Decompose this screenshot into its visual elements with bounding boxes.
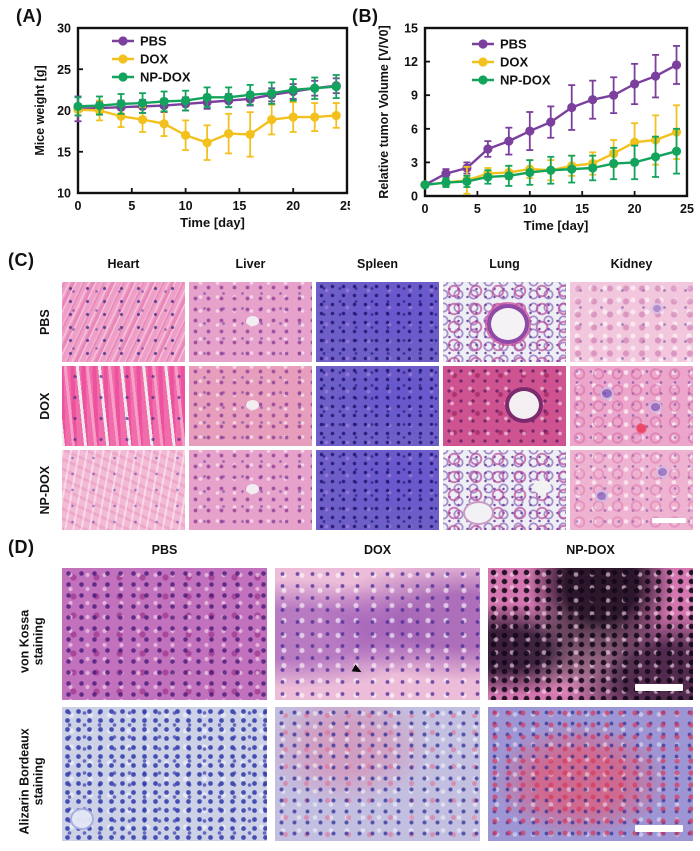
row-label-pbs: PBS xyxy=(37,309,52,336)
svg-text:Relative tumor Volume [V/V0]: Relative tumor Volume [V/V0] xyxy=(377,25,391,198)
svg-text:20: 20 xyxy=(628,202,642,216)
scale-bar xyxy=(652,518,686,523)
svg-text:25: 25 xyxy=(680,202,694,216)
micrograph-alizarin-dox xyxy=(275,707,480,841)
svg-text:20: 20 xyxy=(57,104,71,118)
svg-text:0: 0 xyxy=(411,190,418,204)
svg-text:0: 0 xyxy=(75,199,82,213)
micrograph-dox-kidney xyxy=(570,366,693,446)
svg-text:Time [day]: Time [day] xyxy=(180,215,245,230)
svg-text:NP-DOX: NP-DOX xyxy=(140,70,191,85)
svg-text:3: 3 xyxy=(411,156,418,170)
svg-text:25: 25 xyxy=(57,63,71,77)
svg-text:6: 6 xyxy=(411,122,418,136)
micrograph-pbs-liver xyxy=(189,282,312,362)
panel-d-label: (D) xyxy=(8,537,35,557)
micrograph-pbs-kidney xyxy=(570,282,693,362)
svg-text:PBS: PBS xyxy=(140,34,167,49)
column-header-dox: DOX xyxy=(363,543,392,557)
svg-text:25: 25 xyxy=(340,199,350,213)
row-label-npdox: NP-DOX xyxy=(37,465,52,515)
panel-a-label: (A) xyxy=(16,6,43,26)
row-label-dox: DOX xyxy=(37,392,52,420)
svg-text:15: 15 xyxy=(57,145,71,159)
row-label-line: von Kossa xyxy=(17,609,32,673)
micrograph-npdox-liver xyxy=(189,450,312,530)
svg-text:Mice weight [g]: Mice weight [g] xyxy=(33,65,47,155)
column-header-liver: Liver xyxy=(235,257,266,271)
micrograph-alizarin-npdox xyxy=(488,707,693,841)
micrograph-alizarin-pbs xyxy=(62,707,267,841)
panel-c-column-headers: Heart Liver Spleen Lung Kidney xyxy=(62,257,693,271)
row-label-line: staining xyxy=(32,617,46,666)
micrograph-vonkossa-dox xyxy=(275,568,480,700)
svg-text:9: 9 xyxy=(411,89,418,103)
svg-text:15: 15 xyxy=(575,202,589,216)
svg-text:10: 10 xyxy=(57,187,71,201)
svg-text:10: 10 xyxy=(523,202,537,216)
micrograph-npdox-heart xyxy=(62,450,185,530)
micrograph-dox-lung xyxy=(443,366,566,446)
mice-weight-chart: 0 5 10 15 20 25 10 15 20 25 30 Time [day] Mice weigh… xyxy=(33,22,350,231)
column-header-npdox: NP-DOX xyxy=(566,543,615,557)
column-header-kidney: Kidney xyxy=(610,257,653,271)
svg-text:15: 15 xyxy=(404,22,418,36)
svg-text:0: 0 xyxy=(422,202,429,216)
svg-text:PBS: PBS xyxy=(500,37,527,52)
svg-text:30: 30 xyxy=(57,22,71,36)
row-label-line: Alizarin Bordeaux xyxy=(17,728,32,835)
micrograph-dox-liver xyxy=(189,366,312,446)
tumor-volume-chart: 0 5 10 15 20 25 0 3 6 9 12 15 Time [day] Relative tum… xyxy=(377,22,694,234)
panel-b-label: (B) xyxy=(352,6,379,26)
svg-text:DOX: DOX xyxy=(500,55,529,70)
svg-text:5: 5 xyxy=(128,199,135,213)
svg-text:Time [day]: Time [day] xyxy=(524,218,589,233)
micrograph-dox-spleen xyxy=(316,366,439,446)
row-label-von-kossa: von Kossa staining xyxy=(18,581,47,701)
svg-text:10: 10 xyxy=(179,199,193,213)
column-header-lung: Lung xyxy=(489,257,520,271)
row-label-line: staining xyxy=(32,757,46,806)
svg-text:20: 20 xyxy=(286,199,300,213)
micrograph-vonkossa-pbs xyxy=(62,568,267,700)
micrograph-pbs-lung xyxy=(443,282,566,362)
micrograph-npdox-lung xyxy=(443,450,566,530)
organ-histology-grid xyxy=(62,282,693,530)
svg-text:5: 5 xyxy=(474,202,481,216)
svg-text:NP-DOX: NP-DOX xyxy=(500,73,551,88)
panel-d-column-headers: PBS DOX NP-DOX xyxy=(62,543,693,557)
column-header-pbs: PBS xyxy=(151,543,178,557)
column-header-heart: Heart xyxy=(107,257,140,271)
panel-c-label: (C) xyxy=(8,250,35,270)
scale-bar xyxy=(635,825,683,832)
staining-histology-grid xyxy=(62,568,693,841)
scale-bar xyxy=(635,684,683,691)
micrograph-vonkossa-npdox xyxy=(488,568,693,700)
svg-text:15: 15 xyxy=(232,199,246,213)
micrograph-npdox-spleen xyxy=(316,450,439,530)
svg-text:12: 12 xyxy=(404,55,418,69)
svg-text:DOX: DOX xyxy=(140,52,169,67)
micrograph-dox-heart xyxy=(62,366,185,446)
column-header-spleen: Spleen xyxy=(357,257,398,271)
micrograph-npdox-kidney xyxy=(570,450,693,530)
micrograph-pbs-spleen xyxy=(316,282,439,362)
arrow-marker xyxy=(351,664,364,676)
micrograph-pbs-heart xyxy=(62,282,185,362)
row-label-alizarin: Alizarin Bordeaux staining xyxy=(18,711,47,851)
